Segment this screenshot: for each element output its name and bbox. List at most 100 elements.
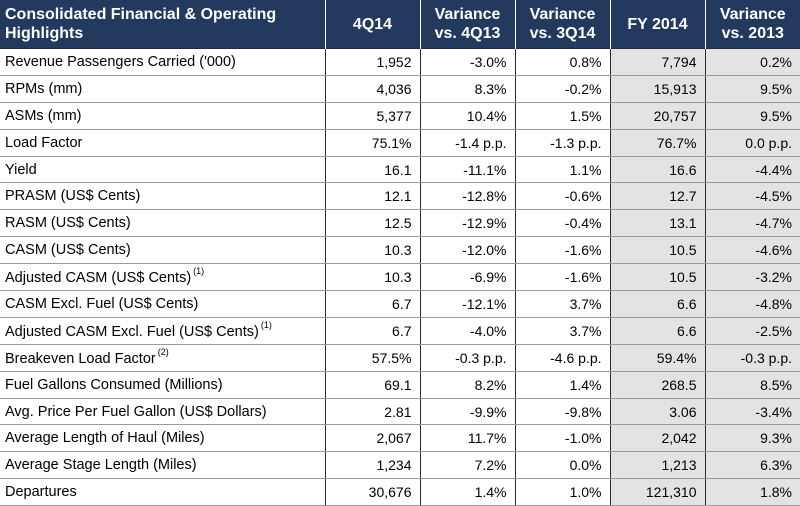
cell-4q14: 30,676 <box>325 478 421 506</box>
cell-variance-4q13: 8.3% <box>420 75 516 103</box>
cell-variance-3q14: 1.1% <box>515 156 611 184</box>
cell-variance-3q14: 1.5% <box>515 102 611 130</box>
table-row: Yield 16.1 -11.1% 1.1% 16.6 -4.4% <box>0 156 800 184</box>
row-label: Yield <box>0 156 326 184</box>
cell-4q14: 4,036 <box>325 75 421 103</box>
table-body: Revenue Passengers Carried ('000) 1,952 -3… <box>0 48 800 506</box>
cell-variance-2013: 0.2% <box>705 48 800 76</box>
cell-variance-2013: 9.5% <box>705 102 800 130</box>
row-label-text: Breakeven Load Factor <box>5 350 156 367</box>
table-row: Adjusted CASM Excl. Fuel (US$ Cents) (1) 6… <box>0 317 800 345</box>
cell-variance-2013: -4.7% <box>705 209 800 238</box>
cell-variance-2013: -4.4% <box>705 156 800 184</box>
table-row: PRASM (US$ Cents) 12.1 -12.8% -0.6% 12.7 -4.5… <box>0 182 800 211</box>
cell-variance-3q14: -0.4% <box>515 209 611 238</box>
row-label-text: CASM (US$ Cents) <box>5 242 131 259</box>
cell-variance-4q13: -1.4 p.p. <box>420 129 516 157</box>
cell-variance-3q14: -1.6% <box>515 263 611 292</box>
footnote-marker: (1) <box>193 266 205 277</box>
table-row: RASM (US$ Cents) 12.5 -12.9% -0.4% 13.1 -4.7% <box>0 209 800 238</box>
table-row: Load Factor 75.1% -1.4 p.p. -1.3 p.p. 76.7% 0… <box>0 129 800 157</box>
cell-variance-3q14: -1.3 p.p. <box>515 129 611 157</box>
row-label-text: Departures <box>5 484 77 501</box>
cell-variance-2013: 6.3% <box>705 451 800 480</box>
table-row: Breakeven Load Factor (2) 57.5% -0.3 p.p. -4… <box>0 344 800 372</box>
header-label: Consolidated Financial & Operating Highl… <box>0 0 326 49</box>
cell-4q14: 12.1 <box>325 182 421 211</box>
cell-4q14: 75.1% <box>325 129 421 157</box>
row-label-text: Adjusted CASM Excl. Fuel (US$ Cents) <box>5 323 259 340</box>
row-label: Breakeven Load Factor (2) <box>0 344 326 372</box>
row-label: RPMs (mm) <box>0 75 326 103</box>
cell-variance-4q13: -12.1% <box>420 290 516 318</box>
cell-variance-4q13: -6.9% <box>420 263 516 292</box>
cell-fy2014: 10.5 <box>610 263 706 292</box>
row-label: Load Factor <box>0 129 326 157</box>
cell-variance-2013: -0.3 p.p. <box>705 344 800 372</box>
cell-fy2014: 7,794 <box>610 48 706 76</box>
cell-variance-4q13: 1.4% <box>420 478 516 506</box>
cell-variance-2013: -3.4% <box>705 398 800 426</box>
cell-fy2014: 12.7 <box>610 182 706 211</box>
table-row: Revenue Passengers Carried ('000) 1,952 -3… <box>0 48 800 76</box>
row-label: Fuel Gallons Consumed (Millions) <box>0 371 326 399</box>
footnote-marker: (1) <box>260 319 272 330</box>
cell-4q14: 16.1 <box>325 156 421 184</box>
cell-variance-4q13: -12.8% <box>420 182 516 211</box>
cell-4q14: 69.1 <box>325 371 421 399</box>
row-label: CASM (US$ Cents) <box>0 236 326 265</box>
cell-variance-2013: -2.5% <box>705 317 800 345</box>
table-row: Adjusted CASM (US$ Cents) (1) 10.3 -6.9% -1.… <box>0 263 800 292</box>
cell-variance-4q13: -12.9% <box>420 209 516 238</box>
cell-variance-4q13: 8.2% <box>420 371 516 399</box>
cell-fy2014: 76.7% <box>610 129 706 157</box>
row-label-text: Fuel Gallons Consumed (Millions) <box>5 376 223 393</box>
cell-4q14: 2.81 <box>325 398 421 426</box>
cell-4q14: 6.7 <box>325 290 421 318</box>
cell-variance-3q14: -4.6 p.p. <box>515 344 611 372</box>
row-label: Adjusted CASM (US$ Cents) (1) <box>0 263 326 292</box>
row-label-text: Load Factor <box>5 134 83 151</box>
header-variance-2013: Variance vs. 2013 <box>705 0 800 49</box>
cell-variance-3q14: 3.7% <box>515 317 611 345</box>
cell-fy2014: 15,913 <box>610 75 706 103</box>
cell-variance-4q13: 7.2% <box>420 451 516 480</box>
cell-variance-2013: -4.5% <box>705 182 800 211</box>
row-label: Avg. Price Per Fuel Gallon (US$ Dollars) <box>0 398 326 426</box>
cell-variance-4q13: -3.0% <box>420 48 516 76</box>
row-label: Average Stage Length (Miles) <box>0 451 326 480</box>
table-row: Average Length of Haul (Miles) 2,067 11.7%… <box>0 424 800 453</box>
cell-variance-4q13: -9.9% <box>420 398 516 426</box>
cell-4q14: 2,067 <box>325 424 421 453</box>
row-label: Revenue Passengers Carried ('000) <box>0 48 326 76</box>
cell-fy2014: 268.5 <box>610 371 706 399</box>
cell-variance-4q13: 11.7% <box>420 424 516 453</box>
cell-variance-3q14: -1.0% <box>515 424 611 453</box>
row-label-text: Average Stage Length (Miles) <box>5 457 197 474</box>
cell-fy2014: 10.5 <box>610 236 706 265</box>
table-row: ASMs (mm) 5,377 10.4% 1.5% 20,757 9.5% <box>0 102 800 130</box>
table-row: Average Stage Length (Miles) 1,234 7.2% 0.0… <box>0 451 800 480</box>
cell-fy2014: 20,757 <box>610 102 706 130</box>
cell-fy2014: 6.6 <box>610 317 706 345</box>
cell-4q14: 5,377 <box>325 102 421 130</box>
row-label: Adjusted CASM Excl. Fuel (US$ Cents) (1) <box>0 317 326 345</box>
table-row: CASM Excl. Fuel (US$ Cents) 6.7 -12.1% 3.7%… <box>0 290 800 318</box>
cell-variance-4q13: -11.1% <box>420 156 516 184</box>
table-row: Avg. Price Per Fuel Gallon (US$ Dollars)… <box>0 398 800 426</box>
cell-fy2014: 3.06 <box>610 398 706 426</box>
cell-fy2014: 59.4% <box>610 344 706 372</box>
cell-fy2014: 2,042 <box>610 424 706 453</box>
cell-4q14: 12.5 <box>325 209 421 238</box>
table-row: RPMs (mm) 4,036 8.3% -0.2% 15,913 9.5% <box>0 75 800 103</box>
row-label-text: RPMs (mm) <box>5 80 83 97</box>
cell-variance-3q14: 1.0% <box>515 478 611 506</box>
cell-fy2014: 16.6 <box>610 156 706 184</box>
cell-variance-4q13: 10.4% <box>420 102 516 130</box>
cell-4q14: 57.5% <box>325 344 421 372</box>
cell-variance-2013: 1.8% <box>705 478 800 506</box>
cell-variance-2013: -3.2% <box>705 263 800 292</box>
row-label-text: Yield <box>5 161 37 178</box>
cell-variance-3q14: 0.8% <box>515 48 611 76</box>
